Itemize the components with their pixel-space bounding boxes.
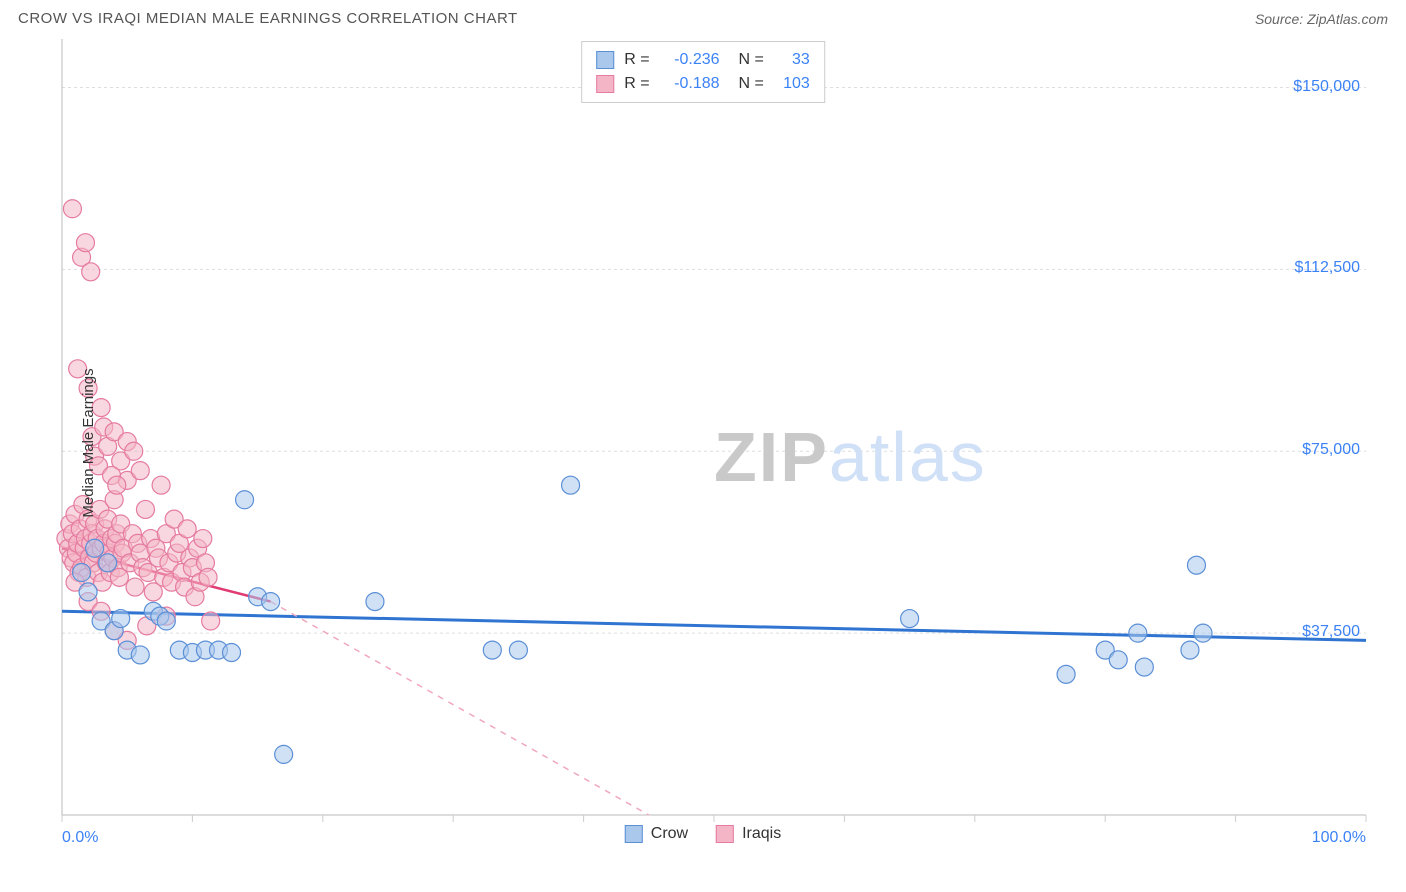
y-axis-label: Median Male Earnings (80, 368, 97, 517)
legend-label: Crow (651, 825, 688, 843)
legend-item: Crow (625, 825, 688, 843)
series-legend: Crow Iraqis (625, 825, 781, 843)
n-label: N = (730, 48, 764, 72)
legend-swatch (596, 51, 614, 69)
legend-swatch (625, 825, 643, 843)
correlation-row: R = -0.236 N = 33 (596, 48, 810, 72)
y-tick-label: $75,000 (1302, 441, 1360, 459)
y-tick-label: $37,500 (1302, 623, 1360, 641)
chart-title: CROW VS IRAQI MEDIAN MALE EARNINGS CORRE… (18, 10, 518, 27)
n-value: 33 (774, 48, 810, 72)
y-tick-label: $112,500 (1294, 259, 1360, 277)
chart-area: Median Male Earnings ZIPatlas R = -0.236… (18, 33, 1388, 853)
n-value: 103 (774, 72, 810, 96)
legend-swatch (716, 825, 734, 843)
scatter-chart (18, 33, 1388, 853)
r-value: -0.188 (660, 72, 720, 96)
y-tick-label: $150,000 (1293, 78, 1360, 96)
n-label: N = (730, 72, 764, 96)
r-label: R = (624, 72, 649, 96)
legend-swatch (596, 75, 614, 93)
r-value: -0.236 (660, 48, 720, 72)
legend-item: Iraqis (716, 825, 781, 843)
correlation-legend: R = -0.236 N = 33 R = -0.188 N = 103 (581, 41, 825, 103)
source-label: Source: ZipAtlas.com (1255, 11, 1388, 27)
x-max-label: 100.0% (1312, 829, 1366, 847)
legend-label: Iraqis (742, 825, 781, 843)
x-min-label: 0.0% (62, 829, 98, 847)
r-label: R = (624, 48, 649, 72)
correlation-row: R = -0.188 N = 103 (596, 72, 810, 96)
